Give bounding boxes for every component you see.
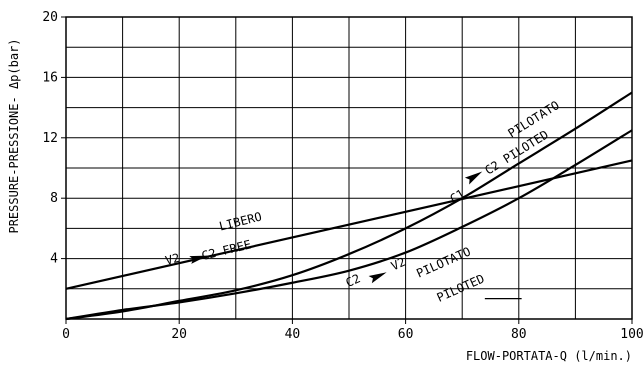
annotation-label: PILOTATO — [414, 244, 472, 280]
y-tick-label: 20 — [42, 10, 58, 25]
x-tick-label: 100 — [620, 327, 643, 342]
series-lines — [65, 91, 633, 321]
grid — [65, 16, 633, 320]
x-tick-label: 80 — [511, 327, 527, 342]
annotation-label: PILOTED — [435, 271, 487, 304]
x-tick-label: 20 — [171, 327, 187, 342]
y-tick-label: 8 — [50, 191, 58, 206]
annotation-label: C2 FREE — [200, 237, 252, 263]
annotation-label: LIBERO — [218, 209, 263, 233]
x-tick-label: 0 — [62, 327, 70, 342]
arrow-icon — [368, 272, 387, 284]
annotation-label: C2 — [344, 271, 363, 290]
arrow-icon — [189, 255, 208, 264]
y-tick-label: 4 — [50, 252, 58, 267]
x-tick-label: 40 — [285, 327, 301, 342]
arrow-icon — [464, 171, 483, 185]
y-tick-label: 16 — [42, 70, 58, 85]
x-axis-label: FLOW-PORTATA-Q (l/min.) — [466, 349, 632, 363]
annotation-label: V2 — [164, 251, 181, 268]
annotation-label: C1 — [447, 187, 467, 207]
plot-frame — [65, 16, 633, 320]
series-line-3 — [65, 159, 633, 290]
annotation-label: V2 — [389, 255, 408, 274]
tick-labels: 0 20 40 60 80 100 4 8 12 16 20 — [42, 10, 643, 342]
x-tick-label: 60 — [398, 327, 414, 342]
arrows — [189, 171, 483, 284]
y-axis-label: PRESSURE-PRESSIONE- Δp(bar) — [7, 38, 21, 233]
series-line-2 — [65, 129, 633, 321]
y-tick-label: 12 — [42, 131, 58, 146]
